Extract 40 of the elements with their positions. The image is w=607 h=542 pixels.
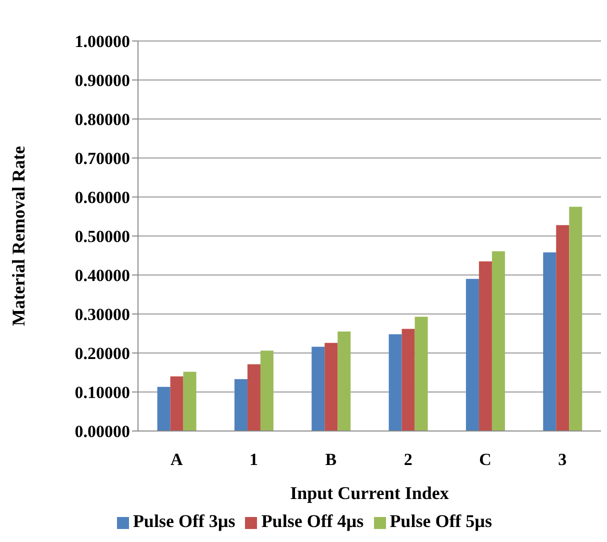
y-tick-label: 0.80000 [74,110,130,130]
y-tick-label: 0.10000 [74,383,130,402]
x-tick-label: C [479,450,492,470]
bar [543,252,556,431]
bar [324,342,338,431]
bar [388,334,402,431]
bar [247,364,260,431]
legend-label: Pulse Off 4µs [261,511,364,531]
bar [414,316,428,431]
bar [402,328,415,431]
bar [478,261,492,431]
bar [556,225,570,431]
bar [170,376,184,431]
y-tick-label: 0.50000 [74,227,130,246]
y-tick-label: 1.00000 [74,32,130,52]
y-tick-label: 0.30000 [74,305,130,324]
bar [234,379,248,431]
x-tick-label: A [170,450,184,470]
bar [466,278,479,431]
x-tick-label: 2 [404,450,412,470]
bar [338,332,351,431]
y-tick-label: 0.20000 [74,344,130,364]
legend-label: Pulse Off 5µs [390,511,492,531]
bar [492,251,505,431]
bar [569,206,582,431]
legend-label: Pulse Off 3µs [132,511,236,531]
bar [260,350,274,431]
x-axis-title: Input Current Index [290,483,449,503]
bar [157,386,170,431]
x-tick-label: B [325,450,337,470]
y-tick-label: 0.40000 [74,266,130,286]
x-tick-label: 3 [558,450,567,470]
bar [183,372,196,431]
bar [312,346,325,431]
y-axis-title: Material Removal Rate [8,146,28,326]
x-tick-label: 1 [250,450,258,470]
y-tick-label: 0.70000 [74,149,130,168]
y-tick-label: 0.60000 [74,188,130,208]
y-tick-label: 0.90000 [74,71,130,90]
y-tick-label: 0.00000 [74,422,130,442]
